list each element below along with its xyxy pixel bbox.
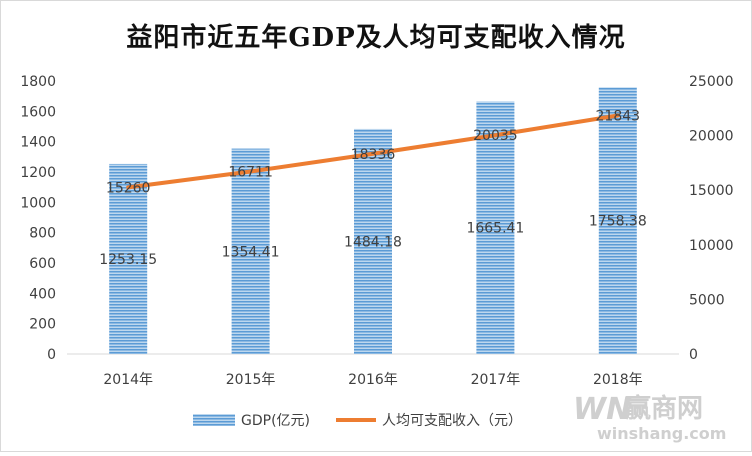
left-tick-label: 400	[29, 286, 56, 302]
x-axis: 2014年 2015年 2016年 2017年 2018年	[103, 372, 642, 388]
bar-data-label: 1758.38	[589, 214, 647, 230]
left-tick-label: 1400	[20, 135, 56, 151]
chart-title: 益阳市近五年GDP及人均可支配收入情况	[126, 22, 625, 53]
x-tick-label: 2015年	[226, 372, 276, 388]
left-tick-label: 800	[29, 226, 56, 242]
legend-label-income: 人均可支配收入（元）	[382, 413, 522, 429]
watermark-domain: winshang.com	[597, 424, 726, 443]
x-tick-label: 2017年	[471, 372, 521, 388]
left-tick-label: 1600	[20, 104, 56, 120]
line-data-label: 16711	[228, 165, 273, 181]
line-data-label: 15260	[106, 180, 151, 196]
right-tick-label: 0	[689, 347, 698, 363]
legend: GDP(亿元) 人均可支配收入（元）	[193, 413, 522, 429]
legend-swatch-gdp	[193, 414, 235, 426]
bar-data-label: 1354.41	[222, 244, 280, 260]
right-tick-label: 20000	[689, 129, 734, 145]
line-data-label: 21843	[596, 108, 641, 124]
watermark-brand: WN	[573, 392, 631, 427]
left-tick-label: 1800	[20, 74, 56, 90]
line-data-label: 18336	[351, 147, 396, 163]
x-tick-label: 2014年	[103, 372, 153, 388]
x-tick-label: 2018年	[593, 372, 643, 388]
bar-data-label: 1665.41	[466, 221, 524, 237]
legend-label-gdp: GDP(亿元)	[241, 413, 310, 429]
right-tick-label: 5000	[689, 292, 725, 308]
right-axis: 0 5000 10000 15000 20000 25000	[689, 74, 734, 363]
x-tick-label: 2016年	[348, 372, 398, 388]
line-data-label: 20035	[473, 128, 518, 144]
right-tick-label: 10000	[689, 238, 734, 254]
bar-series-gdp	[109, 87, 637, 354]
right-tick-label: 15000	[689, 183, 734, 199]
bar-data-label: 1253.15	[99, 252, 157, 268]
left-tick-label: 1000	[20, 195, 56, 211]
left-tick-label: 200	[29, 317, 56, 333]
left-tick-label: 1200	[20, 165, 56, 181]
right-tick-label: 25000	[689, 74, 734, 90]
left-tick-label: 600	[29, 256, 56, 272]
left-axis: 0 200 400 600 800 1000 1200 1400 1600 1800	[20, 74, 56, 363]
bar-data-label: 1484.18	[344, 234, 402, 250]
watermark-brand-cn: 赢商网	[625, 393, 703, 424]
watermark: WN 赢商网 winshang.com	[573, 392, 726, 443]
left-tick-label: 0	[47, 347, 56, 363]
